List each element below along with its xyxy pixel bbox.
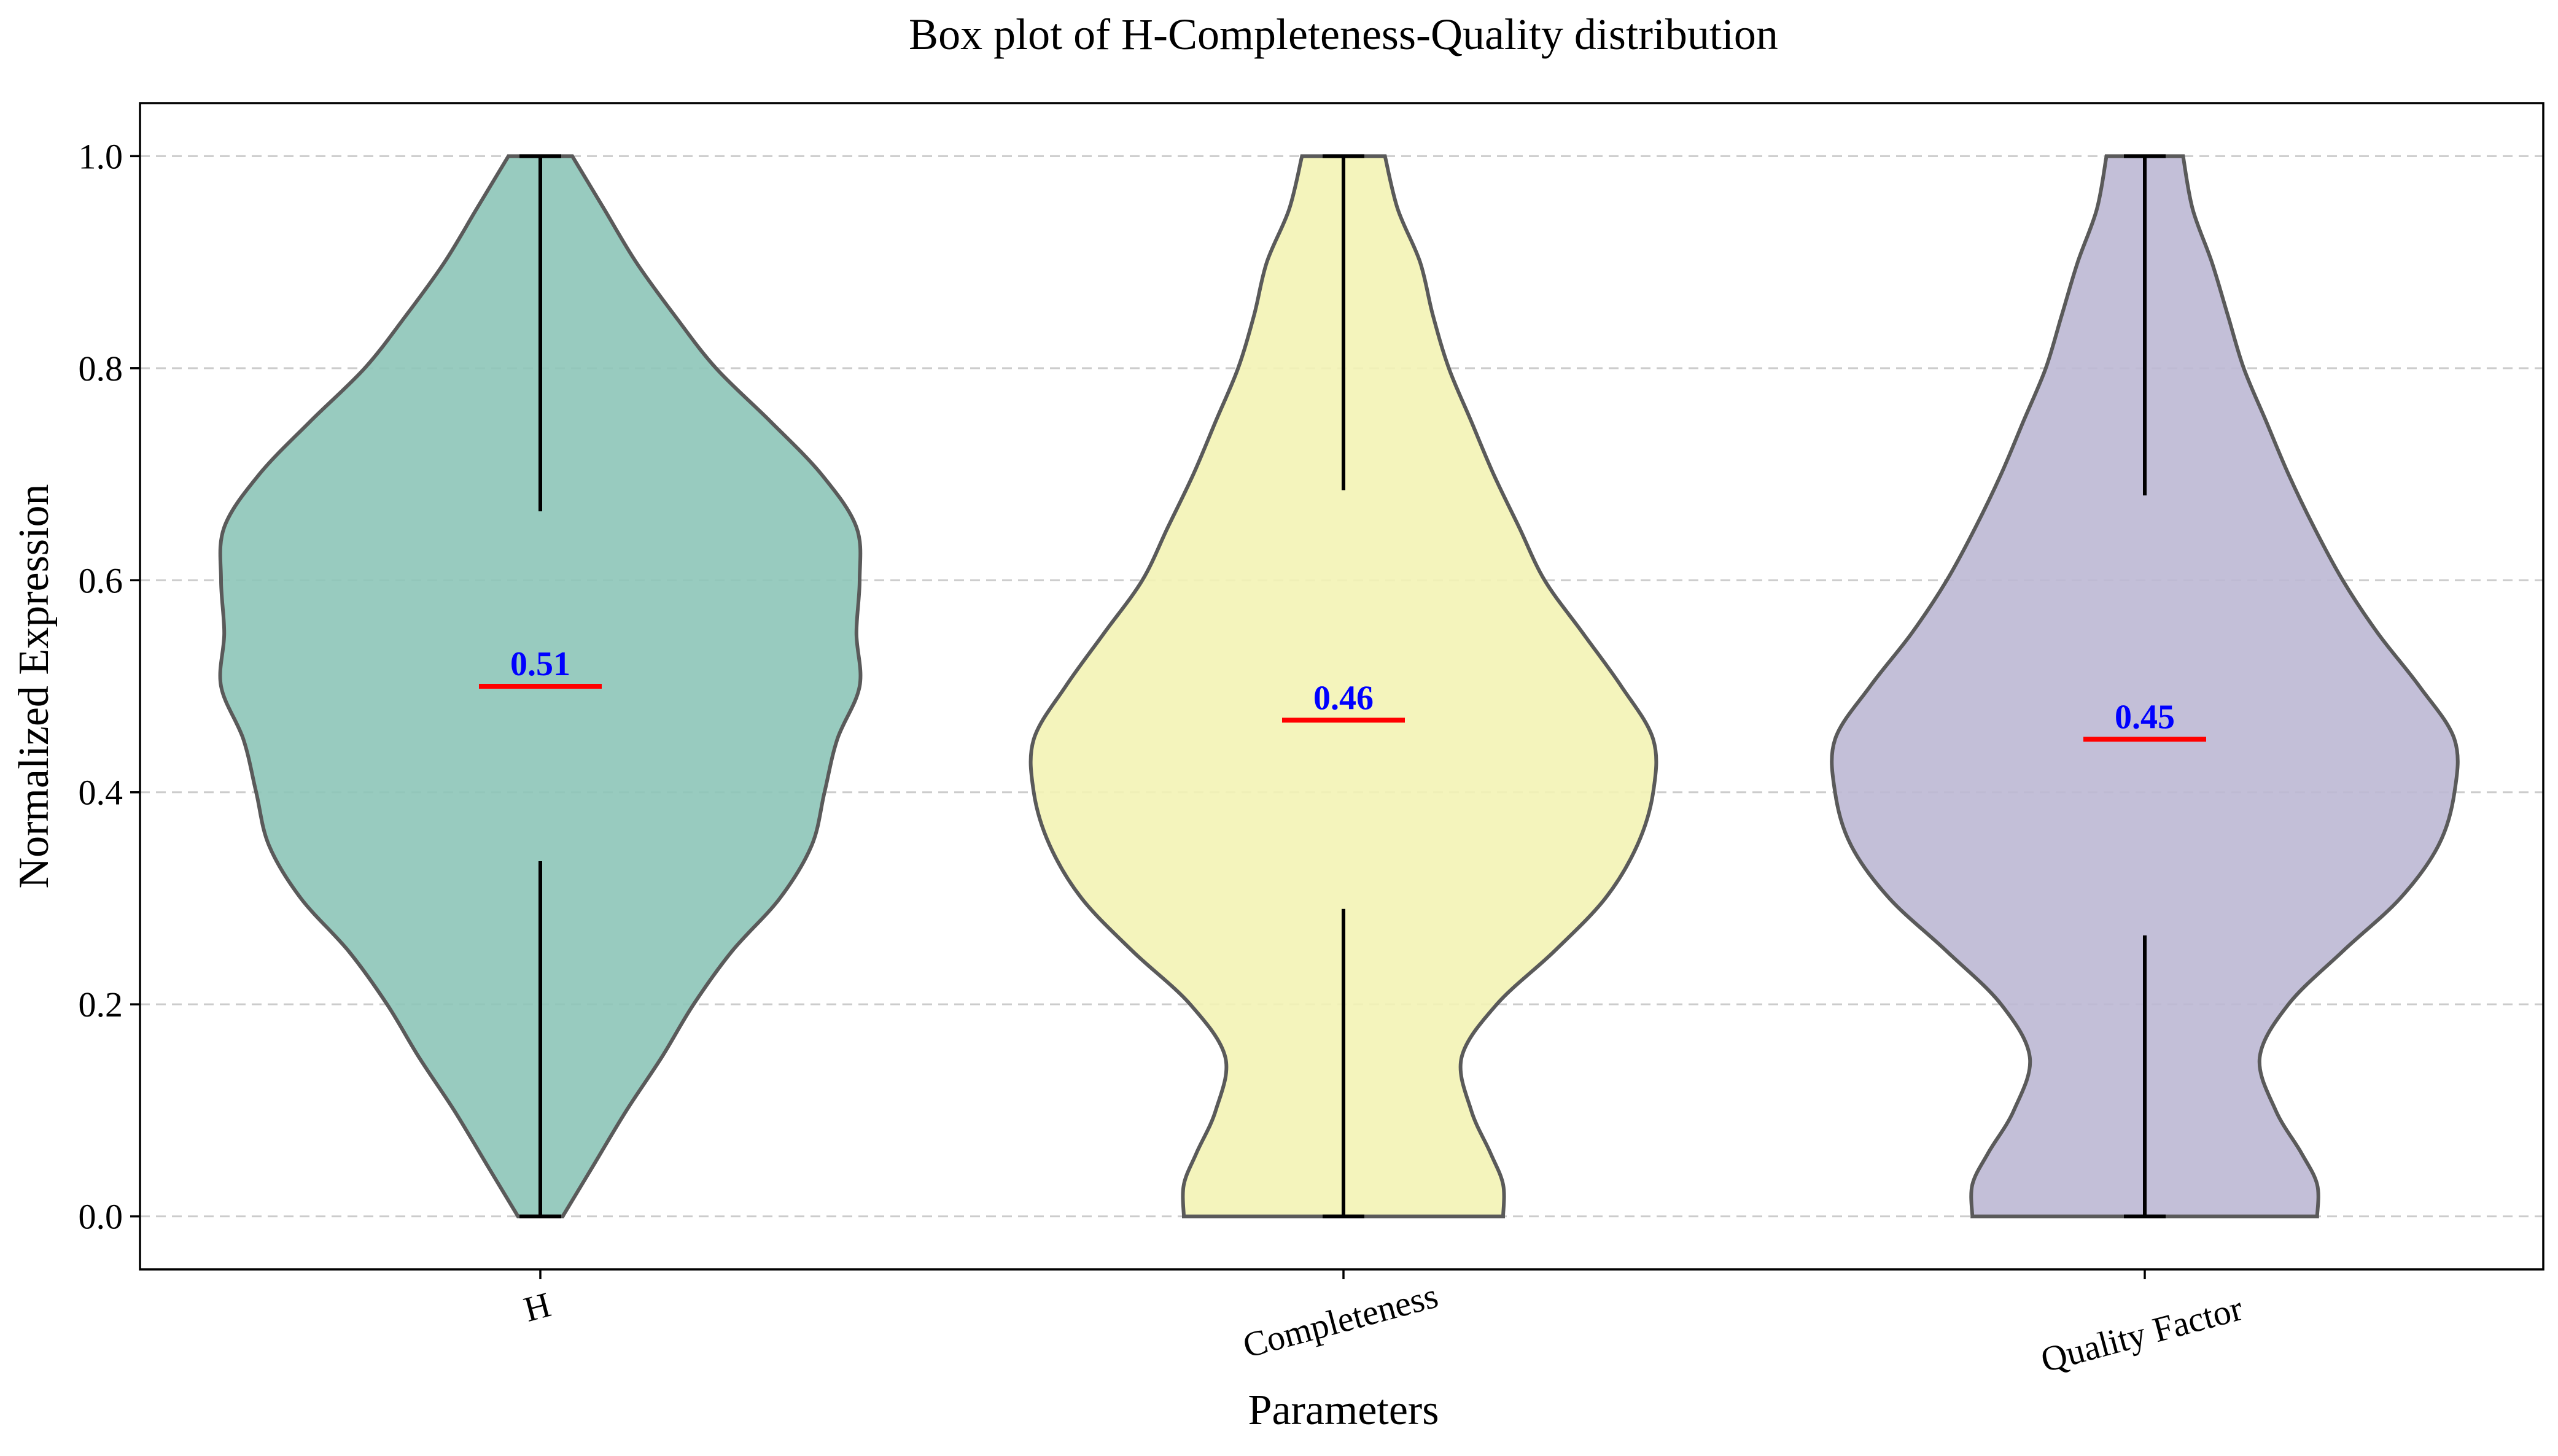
- y-tick-label: 0.2: [79, 985, 123, 1024]
- x-tick-label: Quality Factor: [2037, 1288, 2247, 1380]
- y-tick-label: 0.4: [79, 773, 123, 813]
- y-tick-label: 0.0: [79, 1197, 123, 1237]
- median-value-label: 0.46: [1313, 679, 1374, 717]
- chart-title: Box plot of H-Completeness-Quality distr…: [909, 10, 1778, 59]
- stats-layer: 0.51 0.46 0.45: [479, 154, 2206, 1218]
- y-tick-label: 0.6: [79, 560, 123, 600]
- median-value-label: 0.51: [510, 645, 570, 683]
- violin-body: [1028, 154, 1658, 1218]
- plot-area-frame: [139, 102, 2544, 1271]
- y-tick-label: 1.0: [79, 136, 123, 176]
- x-tick-label: Completeness: [1238, 1276, 1442, 1366]
- y-tick-label: 0.8: [79, 349, 123, 389]
- y-axis-title: Normalized Expression: [10, 484, 58, 889]
- violin-body: [1830, 154, 2460, 1218]
- median-value-label: 0.45: [2115, 698, 2175, 736]
- x-axis-title: Parameters: [1248, 1387, 1439, 1434]
- x-tick-label: H: [519, 1284, 554, 1330]
